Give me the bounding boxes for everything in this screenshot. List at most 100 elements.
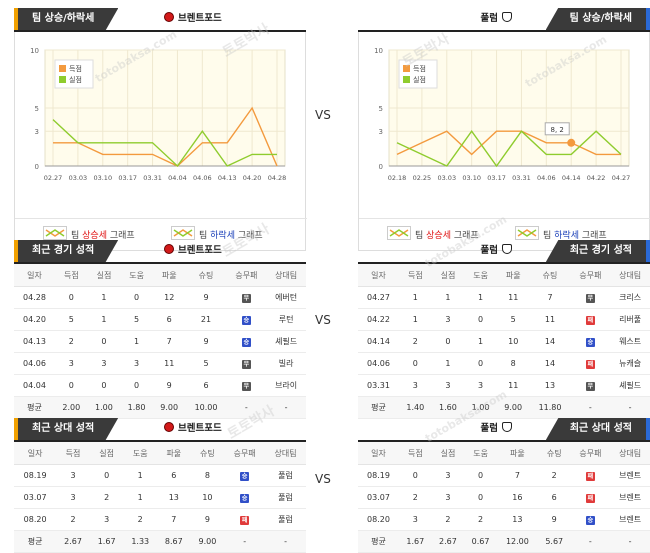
- table-cell: 0: [89, 464, 124, 487]
- table-row: 03.31 3 3 3 11 13 무 셰필드: [358, 374, 650, 397]
- table-cell: 03.07: [358, 486, 400, 509]
- column-header: 슈팅: [529, 264, 571, 287]
- result-badge: 승: [585, 515, 595, 525]
- section-title: 팀 상승/하락세: [14, 8, 119, 30]
- y-tick-label: 0: [379, 163, 383, 171]
- team-name: 풀럼: [480, 423, 498, 434]
- table-cell: 1.33: [123, 530, 158, 553]
- column-header: 일자: [14, 442, 57, 465]
- result-cell: 승: [226, 308, 267, 331]
- brentford-logo-icon: [164, 12, 174, 22]
- table-cell: 1: [464, 286, 497, 309]
- x-tick-label: 04.20: [243, 174, 262, 182]
- table-cell: 8: [190, 464, 225, 487]
- x-tick-label: 04.28: [268, 174, 287, 182]
- table-cell: 리버풀: [610, 308, 650, 331]
- table-cell: -: [570, 396, 611, 419]
- legend-swatch-conceded: [403, 76, 410, 83]
- result-badge: 패: [585, 493, 595, 503]
- table-cell: 1: [431, 352, 465, 375]
- table-row: 04.06 0 1 0 8 14 패 뉴캐슬: [358, 352, 650, 375]
- table-cell: 1.00: [464, 396, 497, 419]
- table-row: 04.04 0 0 0 9 6 무 브라이: [14, 374, 306, 397]
- table-cell: 08.20: [358, 508, 400, 531]
- table-cell: -: [226, 396, 267, 419]
- table-cell: 04.20: [14, 308, 56, 331]
- table-cell: 12.00: [496, 530, 538, 553]
- table-cell: 0: [87, 374, 121, 397]
- team-name: 풀럼: [480, 13, 498, 24]
- x-tick-label: 03.17: [487, 174, 506, 182]
- table-cell: 3: [464, 374, 497, 397]
- section-title: 최근 상대 성적: [545, 418, 650, 440]
- table-cell: 9.00: [496, 396, 530, 419]
- brentford-logo-icon: [164, 422, 174, 432]
- result-cell: 무: [226, 286, 267, 309]
- y-tick-label: 10: [30, 47, 39, 55]
- legend-swatch-scored: [403, 65, 410, 72]
- table-cell: 1: [431, 286, 465, 309]
- table-cell: 04.22: [358, 308, 400, 331]
- table-cell: 0: [464, 352, 497, 375]
- section-header: 풀럼 최근 상대 성적: [358, 418, 650, 442]
- table-cell: 1: [120, 330, 153, 353]
- table-cell: 0: [55, 286, 88, 309]
- table-cell: 1.80: [120, 396, 153, 419]
- table-cell: 2: [89, 486, 124, 509]
- table-cell: 2: [123, 508, 158, 531]
- result-cell: 무: [570, 374, 611, 397]
- table-cell: 0: [55, 374, 88, 397]
- legend-label-scored: 득점: [69, 65, 82, 73]
- table-cell: 3: [399, 374, 432, 397]
- table-cell: 셰필드: [266, 330, 306, 353]
- column-header: 파울: [157, 442, 191, 465]
- table-row: 08.20 2 3 2 7 9 패 풀럼: [14, 508, 306, 531]
- table-cell: 1: [87, 308, 121, 331]
- result-cell: 무: [226, 352, 267, 375]
- table-row: 04.28 0 1 0 12 9 무 에버턴: [14, 286, 306, 309]
- result-badge: 무: [241, 359, 251, 369]
- table-cell: 9: [190, 508, 225, 531]
- table-cell: 08.20: [14, 508, 57, 531]
- column-header: 도움: [464, 264, 497, 287]
- table-cell: 2: [464, 508, 497, 531]
- table-cell: 6: [152, 308, 186, 331]
- table-cell: 3: [120, 352, 153, 375]
- table-cell: 14: [529, 330, 571, 353]
- table-header-row: 일자 득점 실점 도움 파울 슈팅 승무패 상대팀: [358, 442, 650, 465]
- table-cell: 풀럼: [265, 508, 306, 531]
- fulham-logo-icon: [502, 422, 512, 432]
- column-header: 일자: [358, 264, 400, 287]
- section-header: 최근 경기 성적 브렌트포드: [14, 240, 306, 264]
- legend-label-scored: 득점: [413, 65, 426, 73]
- series-line-conceded: [52, 119, 277, 168]
- column-header: 득점: [55, 264, 88, 287]
- result-cell: 승: [224, 464, 266, 487]
- table-cell: 2.00: [55, 396, 88, 419]
- table-cell: 2.67: [56, 530, 90, 553]
- table-cell: 13: [157, 486, 191, 509]
- average-row: 평균 2.00 1.00 1.80 9.00 10.00- -: [14, 396, 306, 419]
- table-cell: -: [610, 396, 650, 419]
- table-cell: 0: [464, 486, 497, 509]
- table-row: 03.07 2 3 0 16 6 패 브렌트: [358, 486, 650, 509]
- result-cell: 승: [570, 508, 611, 531]
- table-header-row: 일자 득점 실점 도움 파울 슈팅 승무패 상대팀: [358, 264, 650, 287]
- column-header: 일자: [14, 264, 56, 287]
- x-tick-label: 04.14: [562, 174, 581, 182]
- legend-box: [54, 59, 94, 89]
- table-row: 04.20 5 1 5 6 21 승 루턴: [14, 308, 306, 331]
- column-header: 도움: [123, 442, 158, 465]
- result-badge: 승: [240, 471, 250, 481]
- fulham-logo-icon: [502, 12, 512, 22]
- column-header: 파울: [496, 442, 538, 465]
- series-line-conceded: [396, 129, 622, 168]
- trend-panel-right: 풀럼 팀 상승/하락세 10 5 3 0 02.18 02.25 03.03 03.10 03.…: [358, 8, 650, 251]
- table-cell: 0: [120, 286, 153, 309]
- team-label: 브렌트포드: [160, 418, 222, 440]
- trend-chart: 10 5 3 0 02.27 03.03 03.10 03.17 03.31 04.04 04.06…: [14, 32, 307, 251]
- table-cell: 7: [157, 508, 191, 531]
- column-header: 슈팅: [537, 442, 571, 465]
- table-cell: -: [610, 530, 650, 553]
- table-cell: 루턴: [266, 308, 306, 331]
